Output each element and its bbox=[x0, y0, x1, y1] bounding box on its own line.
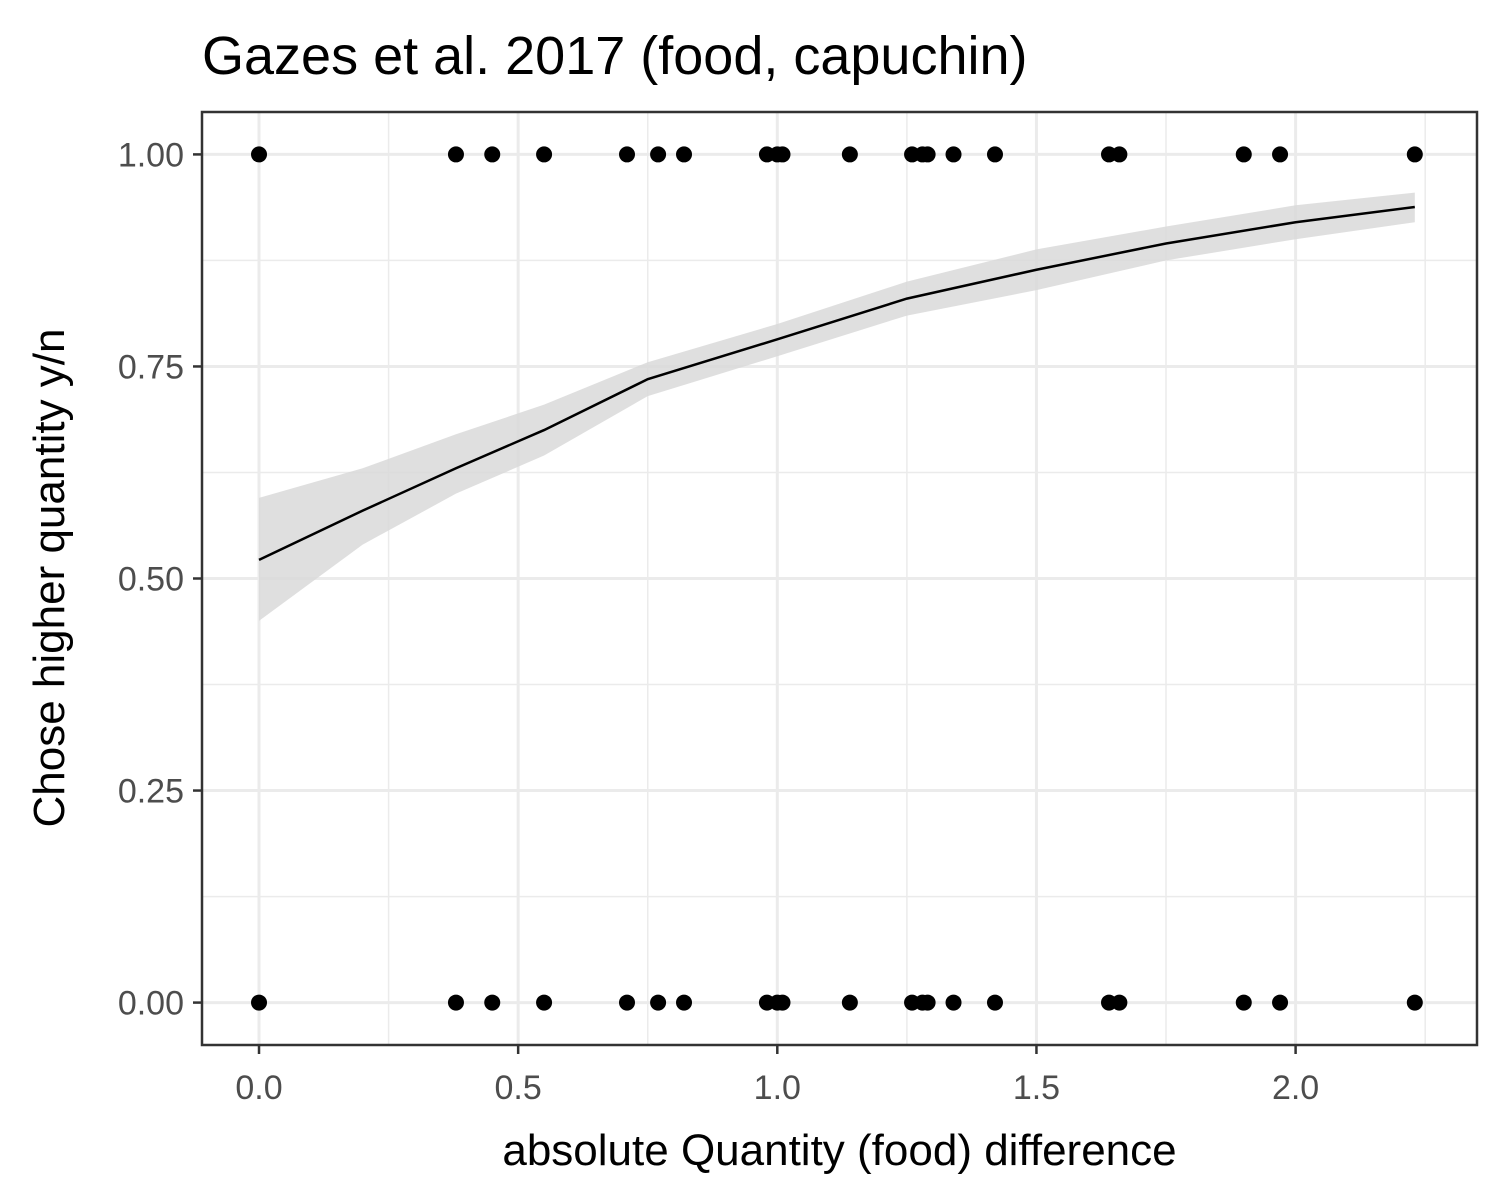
data-point bbox=[945, 994, 962, 1011]
y-tick-label: 1.00 bbox=[118, 136, 184, 174]
chart-title: Gazes et al. 2017 (food, capuchin) bbox=[202, 26, 1028, 86]
data-point bbox=[841, 994, 858, 1011]
data-point bbox=[986, 994, 1003, 1011]
data-point bbox=[1272, 994, 1289, 1011]
data-points bbox=[251, 146, 1423, 1011]
data-point bbox=[1406, 994, 1423, 1011]
data-point bbox=[841, 146, 858, 163]
y-tick-label: 0.00 bbox=[118, 985, 184, 1023]
x-axis-ticks: 0.0 0.5 1.0 1.5 2.0 bbox=[235, 1045, 1319, 1107]
data-point bbox=[919, 994, 936, 1011]
data-point bbox=[1272, 146, 1289, 163]
data-point bbox=[536, 146, 553, 163]
y-tick-label: 0.25 bbox=[118, 773, 184, 811]
data-point bbox=[1111, 146, 1128, 163]
data-point bbox=[945, 146, 962, 163]
fit-line-layer bbox=[258, 205, 1415, 561]
data-point bbox=[1111, 994, 1128, 1011]
x-tick-label: 1.5 bbox=[1013, 1069, 1060, 1107]
data-point bbox=[484, 994, 501, 1011]
data-point bbox=[251, 146, 268, 163]
data-point bbox=[650, 994, 667, 1011]
data-point bbox=[676, 146, 693, 163]
data-point bbox=[251, 994, 268, 1011]
confidence-band bbox=[259, 192, 1415, 621]
data-point bbox=[619, 994, 635, 1011]
data-point bbox=[1235, 994, 1252, 1011]
data-point bbox=[447, 994, 464, 1011]
data-point bbox=[536, 994, 553, 1011]
data-point bbox=[774, 994, 791, 1011]
x-tick-label: 0.5 bbox=[495, 1069, 542, 1107]
data-point bbox=[919, 146, 936, 163]
data-point bbox=[650, 146, 667, 163]
y-axis-ticks: 0.00 0.25 0.50 0.75 1.00 bbox=[118, 136, 202, 1023]
data-point bbox=[676, 994, 693, 1011]
fit-line bbox=[258, 205, 1415, 561]
data-point bbox=[619, 146, 635, 163]
y-tick-label: 0.50 bbox=[118, 561, 184, 599]
data-point bbox=[447, 146, 464, 163]
x-tick-label: 2.0 bbox=[1272, 1069, 1319, 1107]
y-tick-label: 0.75 bbox=[118, 348, 184, 386]
y-axis-title: Chose higher quantity y/n bbox=[25, 329, 74, 828]
confidence-band-layer bbox=[259, 192, 1415, 621]
data-point bbox=[1406, 146, 1423, 163]
x-tick-label: 1.0 bbox=[754, 1069, 801, 1107]
data-point bbox=[484, 146, 501, 163]
x-axis-title: absolute Quantity (food) difference bbox=[502, 1126, 1176, 1175]
x-tick-label: 0.0 bbox=[235, 1069, 282, 1107]
data-point bbox=[986, 146, 1003, 163]
data-point bbox=[774, 146, 791, 163]
data-point bbox=[1235, 146, 1252, 163]
